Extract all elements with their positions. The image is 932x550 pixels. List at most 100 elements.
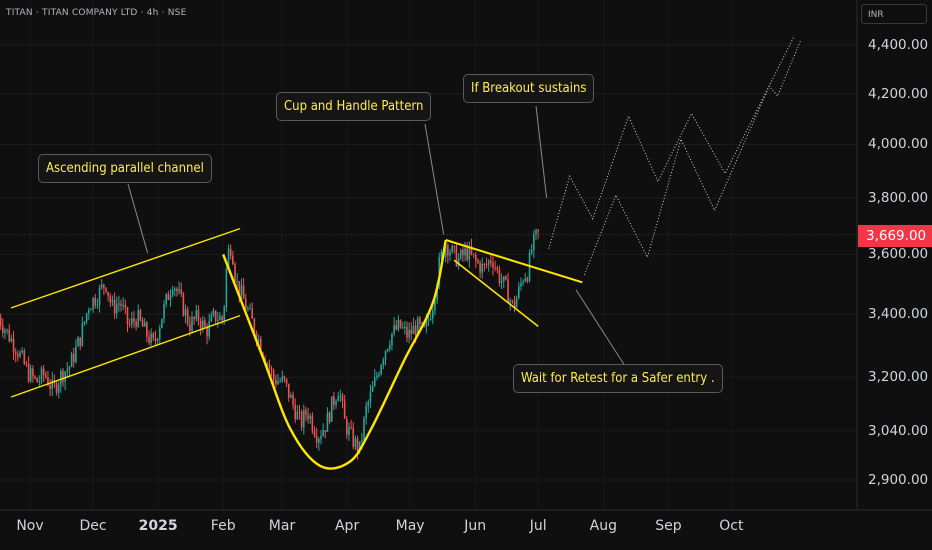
price-tick-label: 4,200.00 xyxy=(868,85,929,102)
annotation-cup-handle[interactable]: Cup and Handle Pattern xyxy=(276,92,432,121)
candle-body xyxy=(0,317,2,326)
candle-body xyxy=(225,268,228,307)
candle-body xyxy=(455,246,458,267)
time-tick-label: May xyxy=(395,518,425,534)
candle-body xyxy=(174,288,176,291)
candle-body xyxy=(85,313,88,322)
candle-body xyxy=(206,326,208,337)
candle-body xyxy=(393,325,395,334)
candle-body xyxy=(294,404,296,420)
candle-body xyxy=(453,245,456,247)
projection-path-a xyxy=(548,35,795,249)
annotation-retest[interactable]: Wait for Retest for a Safer entry . xyxy=(513,364,723,393)
currency-selector[interactable]: INR xyxy=(861,4,927,24)
time-tick-label: Feb xyxy=(210,518,236,534)
candle-body xyxy=(249,308,251,310)
candle-body xyxy=(165,294,167,304)
time-tick-label: Apr xyxy=(334,518,360,534)
time-tick-label: Sep xyxy=(655,518,682,534)
candle-body xyxy=(466,248,468,260)
candle-body xyxy=(279,381,281,383)
candle-body xyxy=(419,318,421,324)
candle-body xyxy=(51,379,54,389)
candle-body xyxy=(111,299,114,303)
channel-lower-line xyxy=(10,314,241,398)
price-tick-label: 3,800.00 xyxy=(868,189,929,206)
candle-body xyxy=(339,395,342,397)
candle-body xyxy=(528,252,531,282)
candle-body xyxy=(135,321,137,327)
candle-body xyxy=(432,310,434,319)
candle-body xyxy=(90,309,92,311)
candle-body xyxy=(21,350,23,353)
candle-body xyxy=(214,310,217,321)
candle-body xyxy=(227,248,230,269)
candle-body xyxy=(277,381,279,385)
candle-body xyxy=(171,290,174,296)
candle-body xyxy=(380,365,382,375)
candle-body xyxy=(376,375,378,378)
candle-body xyxy=(483,263,486,265)
candle-body xyxy=(337,396,339,402)
candle-body xyxy=(515,297,518,308)
price-tick-label: 4,400.00 xyxy=(868,37,929,53)
symbol-title[interactable]: TITAN · TITAN COMPANY LTD · 4h · NSE xyxy=(6,8,187,18)
candle-body xyxy=(447,245,449,256)
candle-body xyxy=(139,310,142,320)
annotation-channel[interactable]: Ascending parallel channel xyxy=(38,154,212,183)
candle-body xyxy=(513,301,516,308)
candle-body xyxy=(401,327,404,329)
candle-body xyxy=(199,320,202,329)
candle-body xyxy=(421,322,423,324)
candle-body xyxy=(333,396,335,405)
candle-body xyxy=(309,416,312,419)
candle-body xyxy=(32,368,34,377)
candle-body xyxy=(429,318,432,320)
candle-body xyxy=(434,300,436,311)
price-tick-label: 3,040.00 xyxy=(868,422,929,439)
candle-body xyxy=(242,285,245,299)
time-tick-label: Mar xyxy=(268,518,296,534)
candle-body xyxy=(526,278,529,282)
cup-curve xyxy=(222,239,447,470)
candle-body xyxy=(371,385,374,392)
candle-body xyxy=(287,383,290,398)
gridlines xyxy=(0,44,857,481)
candle-body xyxy=(365,406,367,418)
price-tick-label: 3,600.00 xyxy=(868,246,929,263)
candle-body xyxy=(178,289,180,292)
candle-body xyxy=(55,383,58,393)
candle-body xyxy=(103,284,105,288)
candle-body xyxy=(236,280,238,282)
candle-body xyxy=(1,325,4,333)
candle-body xyxy=(399,319,402,328)
candle-body xyxy=(92,297,94,310)
annotation-breakout[interactable]: If Breakout sustains xyxy=(463,74,595,103)
candle-body xyxy=(358,441,361,452)
candle-body xyxy=(505,276,507,280)
candle-body xyxy=(266,363,269,365)
candle-body xyxy=(406,326,408,338)
candle-body xyxy=(397,319,400,330)
candle-body xyxy=(57,384,60,393)
candle-body xyxy=(475,255,477,261)
candle-body xyxy=(524,278,527,282)
candle-body xyxy=(285,378,288,384)
candle-body xyxy=(176,288,178,292)
pointer-retest xyxy=(575,289,626,367)
pointer-channel xyxy=(127,183,149,254)
candle-body xyxy=(244,298,247,310)
time-tick-label: Jun xyxy=(464,518,487,534)
candle-body xyxy=(14,351,17,355)
candle-body xyxy=(4,330,6,333)
candle-body xyxy=(29,368,32,382)
candle-body xyxy=(444,245,447,258)
pointer-breakout xyxy=(535,105,548,199)
candle-body xyxy=(247,308,249,310)
candle-body xyxy=(42,368,45,376)
candle-body xyxy=(45,375,47,378)
candle-body xyxy=(115,304,118,314)
candle-body xyxy=(354,438,357,447)
candles[interactable] xyxy=(0,228,539,460)
